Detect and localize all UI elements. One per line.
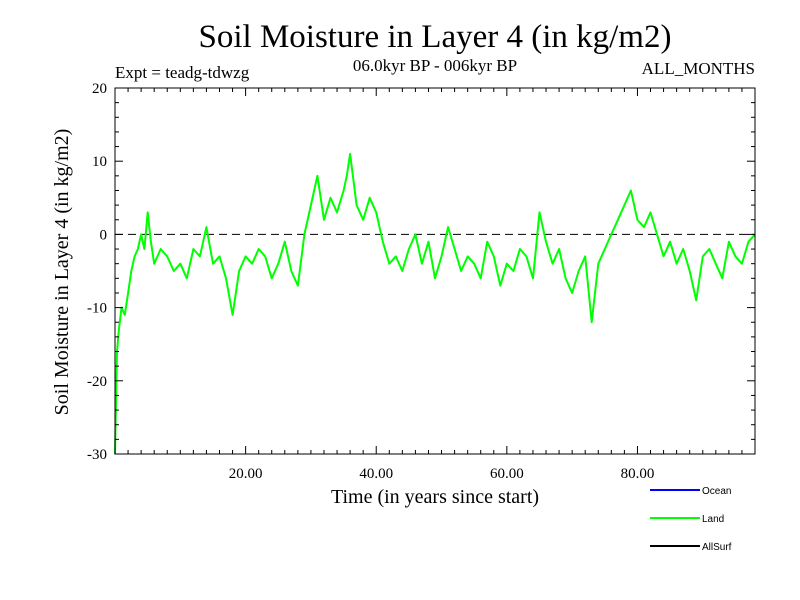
legend-label-ocean: Ocean [702, 486, 731, 497]
legend-label-allsurf: AllSurf [702, 542, 732, 553]
x-tick-label: 40.00 [359, 466, 393, 482]
x-axis-label: Time (in years since start) [331, 486, 539, 508]
chart-title: Soil Moisture in Layer 4 (in kg/m2) [199, 19, 672, 55]
x-tick-label: 20.00 [229, 466, 263, 482]
experiment-label: Expt = teadg-tdwzg [115, 63, 250, 82]
series-land-line [114, 152, 756, 455]
period-label: 06.0kyr BP - 006kyr BP [353, 56, 517, 75]
y-axis-label: Soil Moisture in Layer 4 (in kg/m2) [51, 129, 73, 416]
y-tick-label: 0 [100, 227, 108, 243]
y-tick-label: 10 [92, 154, 107, 170]
plot-frame [114, 87, 756, 455]
y-tick-label: 20 [92, 81, 107, 97]
y-tick-label: -30 [87, 447, 107, 463]
y-tick-label: -10 [87, 301, 107, 317]
plot-area: -30 -20 -10 0 10 20 20.00 40.00 60.00 80.00 [87, 81, 756, 482]
legend-label-land: Land [702, 514, 724, 525]
legend: Ocean Land AllSurf [650, 486, 732, 553]
x-tick-label: 60.00 [490, 466, 524, 482]
x-tick-label: 80.00 [621, 466, 655, 482]
y-tick-label: -20 [87, 374, 107, 390]
season-label: ALL_MONTHS [642, 59, 755, 78]
